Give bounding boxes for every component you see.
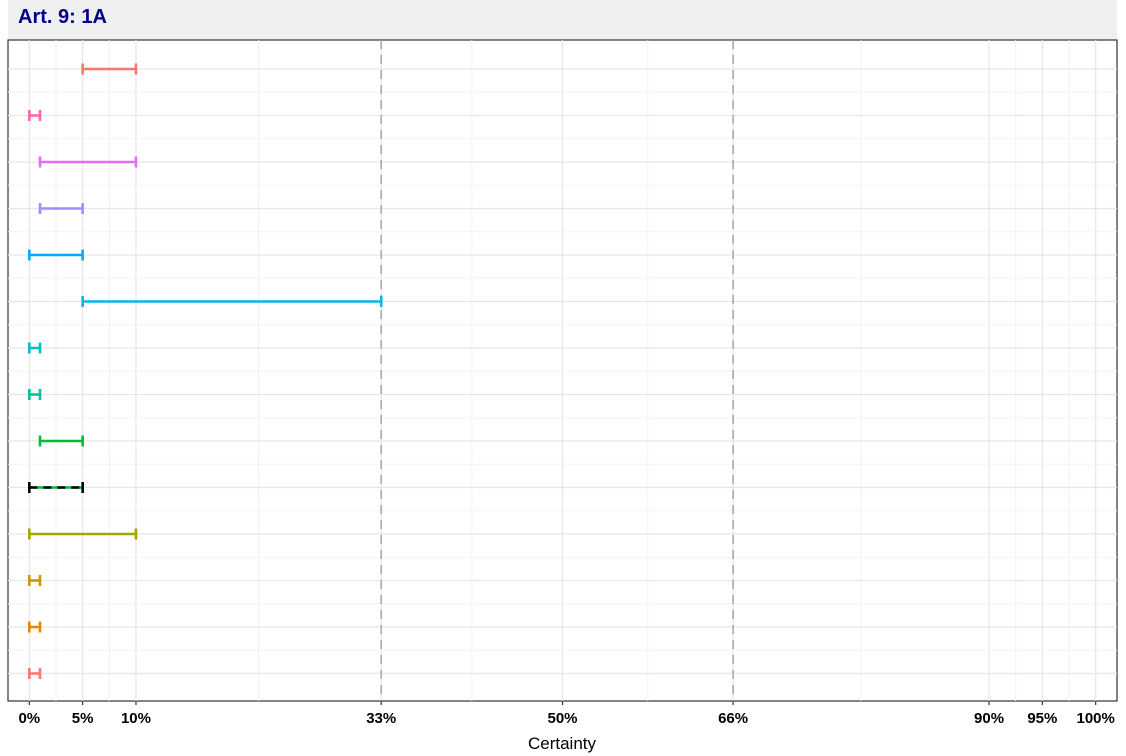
- x-tick-label: 90%: [974, 710, 1004, 727]
- interval: [28, 342, 42, 354]
- interval: [28, 249, 84, 261]
- panel-strip: Art. 9: 1A: [8, 0, 1117, 40]
- interval: [38, 203, 84, 214]
- grid: [8, 40, 1117, 701]
- panel-title: Art. 9: 1A: [18, 6, 107, 28]
- interval: [81, 63, 138, 75]
- x-tick-label: 95%: [1027, 710, 1057, 727]
- interval: [28, 389, 42, 400]
- x-tick-label: 66%: [718, 710, 748, 727]
- interval: [28, 621, 42, 633]
- x-tick-label: 33%: [366, 710, 396, 727]
- intervals: [28, 63, 383, 679]
- x-axis: 0% 5% 10% 33% 50% 66% 90% 95% 100%: [18, 701, 1115, 727]
- x-tick-label: 0%: [18, 710, 40, 727]
- interval: [28, 110, 42, 121]
- x-axis-title: Certainty: [528, 734, 597, 753]
- interval: [38, 435, 84, 447]
- interval: [81, 296, 383, 307]
- reference-lines: [380, 40, 734, 701]
- x-tick-label: 100%: [1076, 710, 1114, 727]
- interval: [28, 668, 42, 679]
- x-tick-label: 10%: [121, 710, 151, 727]
- interval: [28, 575, 42, 586]
- interval: [38, 156, 138, 168]
- x-tick-label: 50%: [547, 710, 577, 727]
- interval: [28, 528, 138, 540]
- interval: [28, 482, 84, 493]
- x-tick-label: 5%: [72, 710, 94, 727]
